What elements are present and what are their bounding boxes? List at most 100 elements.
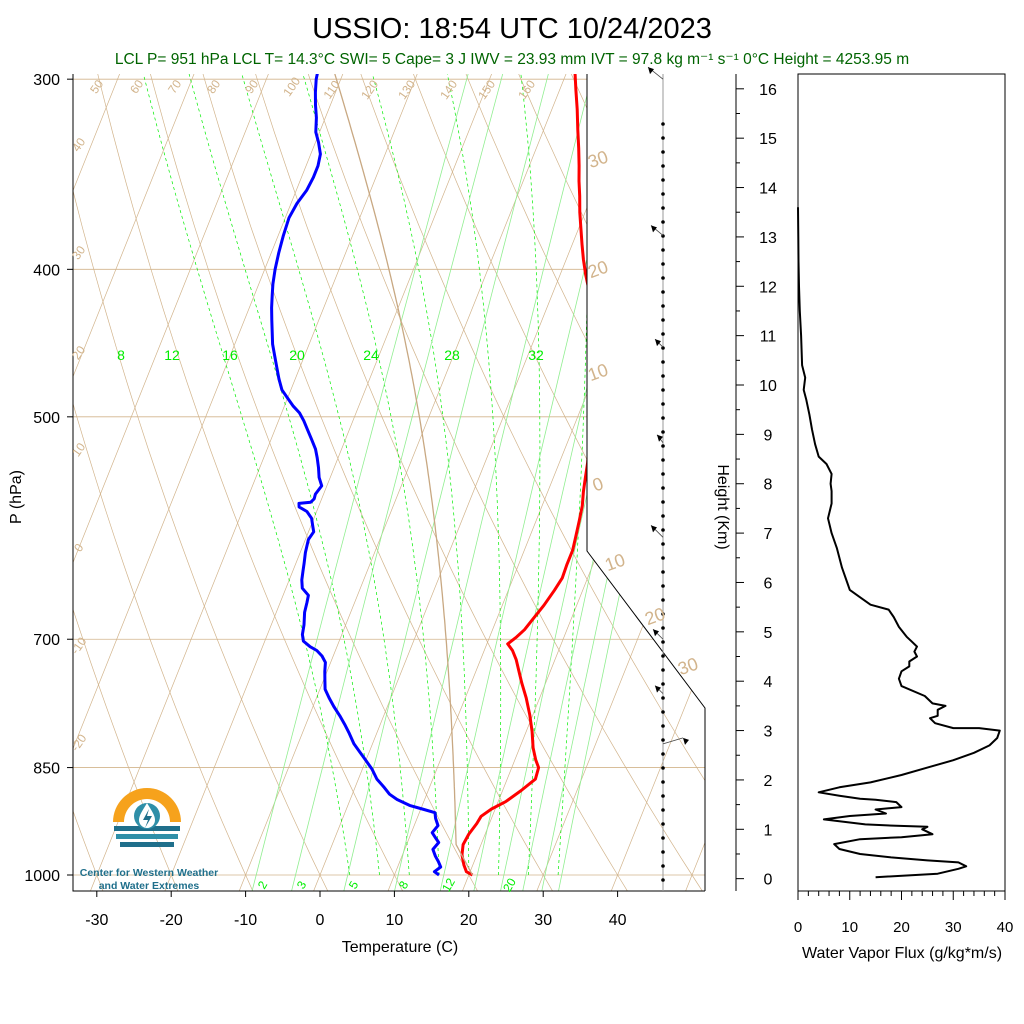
- height-axis-label: Height (Km): [714, 464, 731, 549]
- height-tick-label: 4: [764, 674, 773, 691]
- dry-adiabat-line: [102, 74, 638, 891]
- x-tick-label: 10: [386, 912, 404, 929]
- height-tick-label: 6: [764, 575, 773, 592]
- y-tick-label: 1000: [24, 868, 60, 885]
- pressure-axis-label: P (hPa): [8, 470, 25, 524]
- wind-dot: [661, 654, 665, 658]
- skewt-frame: [586, 74, 706, 891]
- flux-tick-label: 10: [841, 919, 858, 936]
- dry-adiabat-line: [73, 74, 337, 891]
- height-tick-label: 7: [764, 526, 773, 543]
- wind-dot: [661, 766, 665, 770]
- parcel-path: [283, 74, 474, 876]
- wind-dot: [661, 360, 665, 364]
- wind-dot: [661, 640, 665, 644]
- dry-adiabat-line: [73, 74, 563, 891]
- y-tick-label: 300: [33, 72, 60, 89]
- wind-dot: [661, 136, 665, 140]
- wind-dot: [661, 444, 665, 448]
- wind-dot: [661, 528, 665, 532]
- mixing-ratio-line: [390, 74, 637, 891]
- wind-dot: [661, 472, 665, 476]
- height-tick-label: 3: [764, 724, 773, 741]
- wind-flag: [651, 525, 657, 533]
- dewpoint-trace: [270, 74, 443, 877]
- wind-flag: [657, 434, 663, 442]
- wind-dot: [661, 878, 665, 882]
- wind-dot: [661, 556, 665, 560]
- cw3e-logo: Center for Western Weather and Water Ext…: [80, 788, 218, 892]
- moist-adiabat-line: [126, 74, 380, 876]
- wind-dot: [661, 374, 665, 378]
- height-tick-label: 16: [759, 82, 777, 99]
- wind-dot: [661, 318, 665, 322]
- wind-barb-column: [647, 66, 689, 891]
- isotherm-line: [232, 74, 705, 891]
- wind-dot: [661, 794, 665, 798]
- x-tick-label: 20: [460, 912, 478, 929]
- logo-arrow-icon: [143, 809, 152, 828]
- wind-dot: [661, 388, 665, 392]
- wind-dot: [661, 458, 665, 462]
- height-tick-label: 8: [764, 477, 773, 494]
- y-tick-label: 500: [33, 410, 60, 427]
- isotherm-line: [157, 74, 705, 891]
- height-tick-label: 11: [760, 329, 777, 346]
- wind-dot: [661, 192, 665, 196]
- y-tick-label: 400: [33, 262, 60, 279]
- mixing-ratio-label: 28: [444, 347, 460, 363]
- height-tick-label: 10: [759, 378, 777, 395]
- wind-dot: [661, 864, 665, 868]
- mixing-ratio-label: 24: [363, 347, 379, 363]
- wind-dot: [661, 262, 665, 266]
- x-tick-label: -10: [234, 912, 257, 929]
- isotherm-line: [73, 74, 558, 891]
- wind-dot: [661, 668, 665, 672]
- logo-text-line1: Center for Western Weather: [80, 867, 218, 879]
- flux-traces: [797, 207, 1001, 879]
- x-tick-label: 0: [316, 912, 325, 929]
- mixing-ratio-label: 8: [117, 347, 125, 363]
- wind-dot: [661, 150, 665, 154]
- moist-adiabat-line: [231, 74, 440, 876]
- wind-dot: [661, 696, 665, 700]
- wind-dot: [661, 780, 665, 784]
- wind-dot: [661, 822, 665, 826]
- wind-dot: [661, 850, 665, 854]
- x-tick-label: -20: [160, 912, 183, 929]
- isotherm-line: [73, 74, 632, 891]
- flux-tick-label: 0: [794, 919, 802, 936]
- logo-sun-arc: [113, 788, 181, 822]
- mixing-ratio-line: [247, 74, 516, 891]
- dry-adiabat-line: [73, 74, 412, 891]
- moist-adiabat-line: [381, 74, 502, 876]
- wind-dot: [661, 178, 665, 182]
- mixing-ratio-label: 20: [500, 875, 519, 894]
- wind-flag: [683, 737, 689, 745]
- mixing-ratio-line: [287, 74, 549, 891]
- flux-tick-label: 40: [997, 919, 1014, 936]
- isotherm-line: [83, 74, 705, 891]
- wind-dot: [661, 290, 665, 294]
- wind-dot: [661, 836, 665, 840]
- temperature-axis-label: Temperature (C): [342, 939, 458, 956]
- isotherm-line: [455, 74, 705, 891]
- wind-dot: [661, 164, 665, 168]
- dry-adiabat-line: [179, 74, 705, 891]
- isotherm-line: [529, 74, 705, 891]
- x-tick-label: -30: [85, 912, 108, 929]
- height-tick-label: 5: [764, 625, 773, 642]
- y-tick-label: 850: [33, 761, 60, 778]
- height-tick-label: 2: [764, 773, 773, 790]
- wind-dot: [661, 626, 665, 630]
- logo-water-band-3: [120, 842, 174, 847]
- mixing-ratio-line: [339, 74, 594, 891]
- wind-flag: [655, 685, 661, 693]
- dry-adiabat-line: [73, 74, 261, 891]
- wind-dot: [661, 430, 665, 434]
- wind-dot: [661, 332, 665, 336]
- wind-dot: [661, 276, 665, 280]
- isotherm-line: [73, 74, 483, 891]
